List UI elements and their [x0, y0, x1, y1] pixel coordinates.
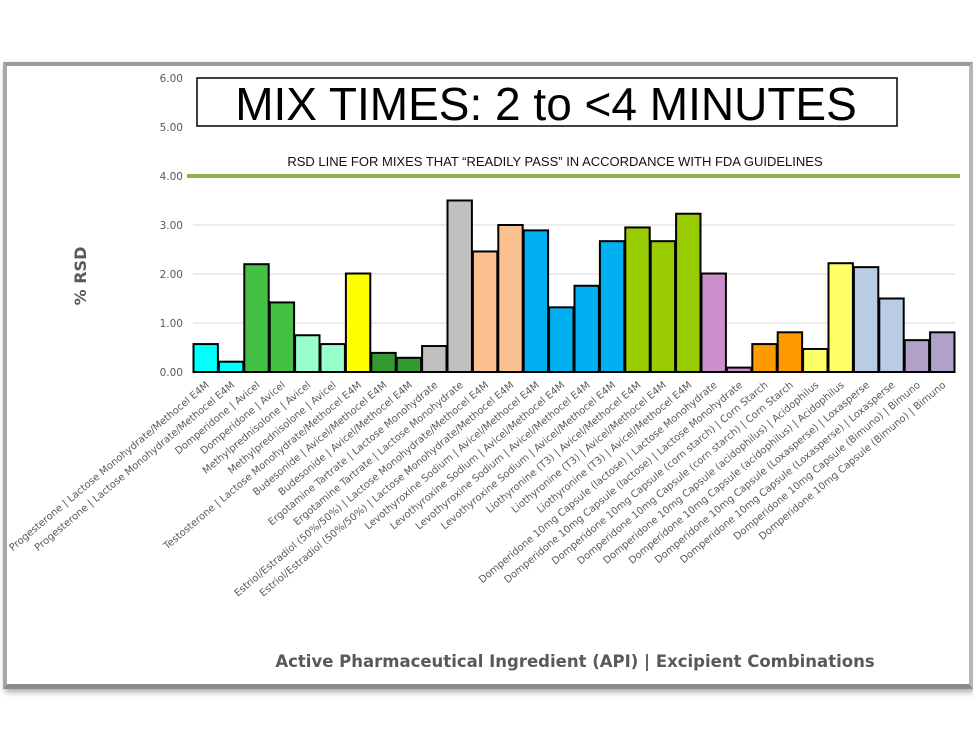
bar: [471, 250, 499, 374]
bar: [649, 240, 677, 373]
y-tick-label: 3.00: [160, 220, 183, 232]
bar: [751, 343, 778, 374]
bar: [827, 262, 854, 373]
bar: [395, 356, 423, 374]
bar: [573, 284, 600, 374]
y-tick-label: 5.00: [160, 122, 183, 134]
bar: [192, 343, 219, 374]
bar: [497, 224, 524, 373]
bar: [548, 306, 575, 374]
bar: [624, 226, 651, 373]
x-tick-labels: Progesterone | Lactose Monohydrate/Metho…: [8, 380, 949, 599]
y-tick-label: 0.00: [160, 367, 183, 379]
bar: [725, 366, 753, 373]
y-tick-label: 4.00: [160, 171, 183, 183]
y-tick-label: 2.00: [160, 269, 183, 281]
rsd-reference-label: RSD LINE FOR MIXES THAT “READILY PASS” I…: [287, 154, 823, 169]
bars: [192, 199, 956, 374]
bar: [852, 266, 880, 374]
bar: [802, 347, 829, 374]
bar: [294, 334, 321, 373]
bar: [344, 272, 372, 374]
bar: [268, 301, 296, 374]
bar: [421, 345, 448, 373]
bar: [217, 360, 245, 373]
bar: [903, 339, 931, 373]
bar: [675, 212, 702, 373]
x-axis-label: Active Pharmaceutical Ingredient (API) |…: [275, 652, 874, 672]
bar: [776, 331, 804, 373]
bar: [929, 331, 956, 373]
bar: [878, 297, 905, 373]
bar: [370, 351, 397, 374]
bar: [598, 240, 626, 373]
bar: [243, 263, 270, 374]
bar: [522, 229, 550, 373]
y-tick-label: 1.00: [160, 318, 183, 330]
bar: [319, 343, 346, 374]
y-tick-label: 6.00: [160, 73, 183, 85]
bar: [700, 272, 727, 374]
title-box: [196, 77, 898, 127]
chart-card: [3, 62, 973, 689]
y-tick-labels: 0.00 1.00 2.00 3.00 4.00 5.00 6.00: [160, 73, 183, 379]
y-axis-label: % RSD: [71, 247, 90, 306]
bar: [446, 199, 473, 373]
chart-title: MIX TIMES: 2 to <4 MINUTES: [235, 78, 857, 130]
